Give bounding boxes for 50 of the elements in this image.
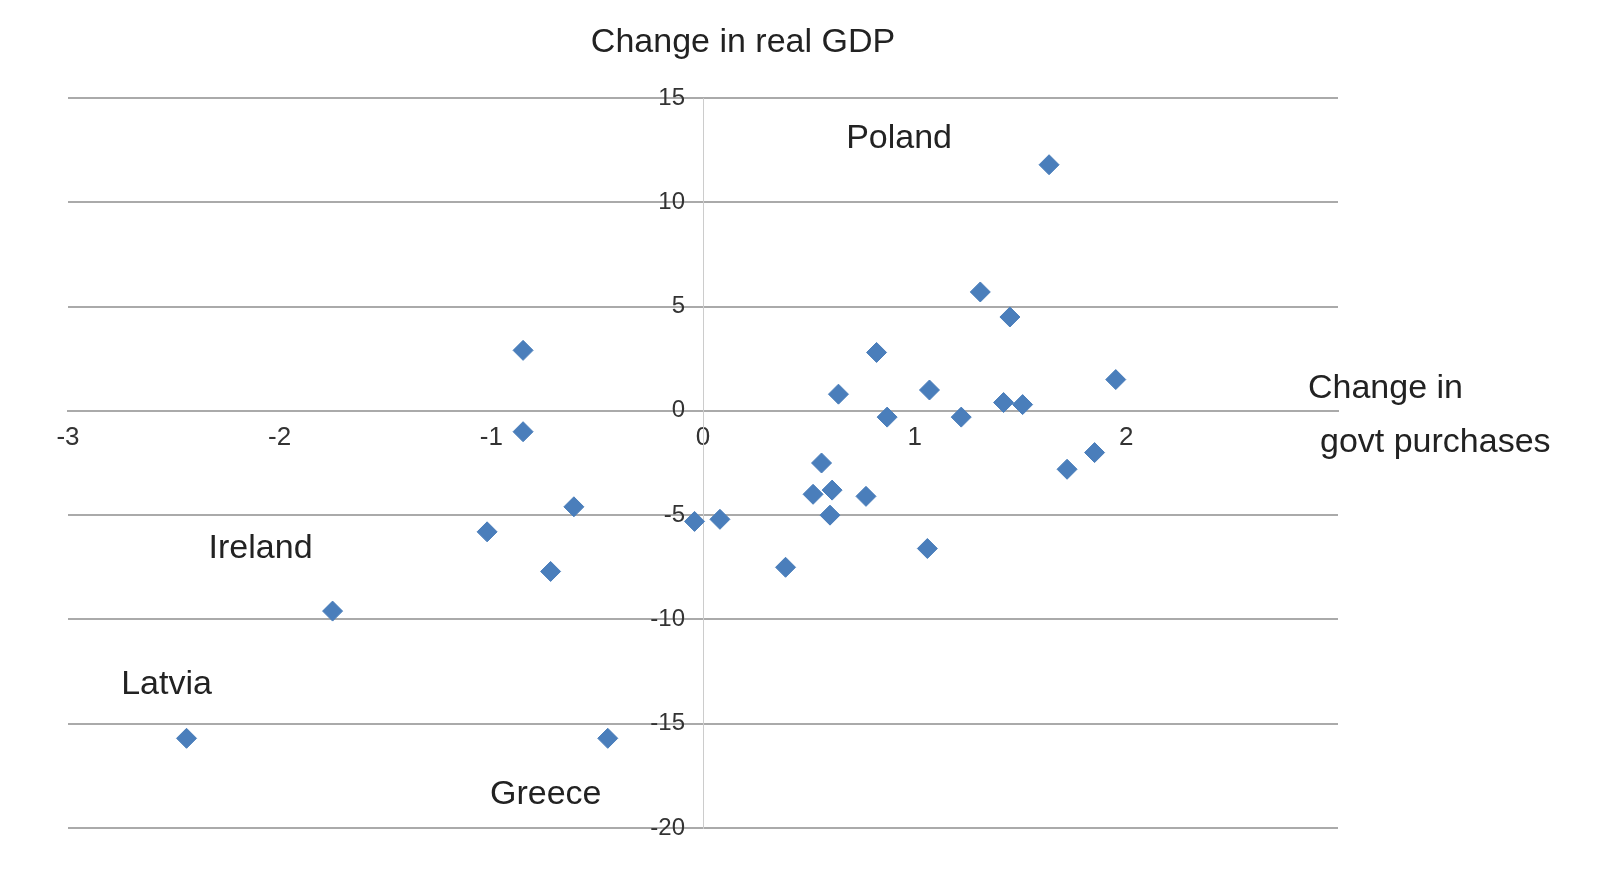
point: [322, 600, 344, 622]
y-tick-label: 10: [658, 186, 685, 214]
y-tick-label: 15: [658, 82, 685, 110]
y-tick-label: 0: [671, 395, 685, 423]
x-tick-label: 2: [1119, 420, 1134, 451]
y-axis-title: Change in real GDP: [590, 21, 896, 60]
point: [1105, 369, 1127, 391]
point: [916, 538, 938, 560]
point: [876, 406, 898, 428]
point: [993, 392, 1015, 414]
point: [999, 306, 1021, 328]
y-tick-label: 5: [671, 291, 685, 319]
point: [811, 452, 833, 474]
point: [476, 521, 498, 543]
point: [512, 339, 534, 361]
x-tick-label: 1: [907, 420, 922, 451]
point: [827, 383, 849, 405]
point: [821, 479, 843, 501]
point: [950, 406, 972, 428]
point: [1012, 394, 1034, 416]
y-tick-label: -20: [650, 812, 685, 840]
point: [866, 341, 888, 363]
point: [1038, 154, 1060, 176]
y-tick-label: -5: [663, 499, 685, 527]
x-tick-label: -3: [56, 420, 80, 451]
annotation: Greece: [490, 772, 602, 811]
x-axis-title: Change in govt purchases: [1308, 367, 1551, 460]
annotation: Latvia: [121, 662, 212, 701]
y-tick-label: -10: [650, 604, 685, 632]
point: [802, 483, 824, 505]
point: [512, 421, 534, 443]
annotation: Poland: [846, 117, 953, 156]
annotation: Ireland: [208, 527, 313, 566]
x-tick-label: -2: [268, 420, 292, 451]
point: [176, 727, 198, 749]
point: [709, 508, 731, 530]
point: [918, 379, 940, 401]
y-tick-label: -15: [650, 708, 685, 736]
point: [597, 727, 619, 749]
point: [540, 560, 562, 582]
x-tick-label: -1: [479, 420, 503, 451]
point: [819, 504, 841, 526]
point: [855, 485, 877, 507]
point: [684, 510, 706, 532]
point: [1084, 442, 1106, 464]
point: [563, 496, 585, 518]
point: [969, 281, 991, 303]
point: [775, 556, 797, 578]
point: [1056, 458, 1078, 480]
x-tick-label: 0: [695, 420, 711, 451]
